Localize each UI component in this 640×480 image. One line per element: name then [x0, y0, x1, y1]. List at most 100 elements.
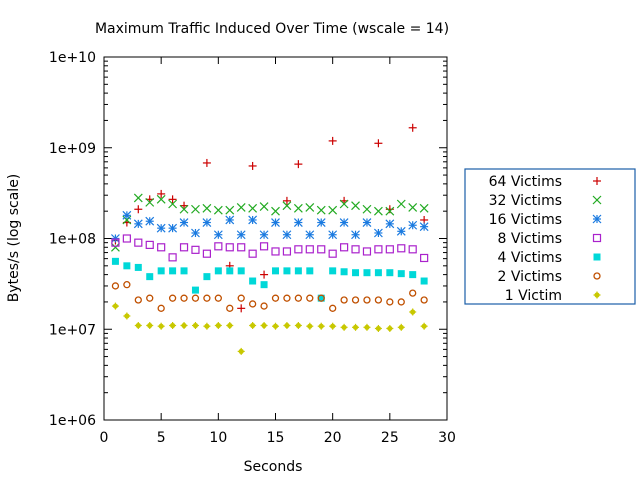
data-point — [180, 321, 188, 329]
data-point — [294, 267, 302, 275]
legend-marker — [593, 177, 601, 185]
y-tick-label: 1e+06 — [49, 413, 96, 429]
marker-stroke — [408, 203, 418, 212]
data-point — [157, 304, 165, 312]
data-point — [420, 215, 429, 224]
marker-stroke — [385, 206, 395, 216]
data-point — [179, 218, 189, 227]
data-point — [409, 308, 417, 316]
series-0 — [111, 123, 429, 313]
marker-stroke — [191, 204, 200, 214]
data-point — [351, 245, 360, 254]
marker-spikes — [352, 323, 360, 331]
data-point — [169, 321, 177, 329]
data-point — [373, 206, 383, 216]
data-point — [169, 267, 177, 275]
data-point — [329, 304, 337, 312]
marker-spikes — [329, 322, 337, 330]
data-point — [420, 253, 429, 263]
data-point — [111, 257, 119, 265]
data-point — [294, 321, 302, 329]
marker-stroke — [396, 226, 406, 236]
marker-stroke — [328, 205, 338, 215]
data-point — [305, 230, 315, 240]
data-point — [249, 277, 257, 285]
data-point — [373, 228, 383, 238]
data-point — [226, 321, 234, 329]
data-point — [179, 204, 189, 214]
data-point — [248, 300, 257, 308]
data-point — [363, 269, 371, 277]
marker-spikes — [317, 322, 325, 330]
data-point — [122, 234, 131, 243]
data-point — [352, 269, 360, 277]
data-point — [386, 324, 394, 332]
data-point — [237, 267, 245, 275]
marker-stroke — [373, 228, 383, 238]
data-point — [293, 218, 303, 227]
data-point — [282, 201, 292, 211]
marker-spikes — [157, 322, 165, 330]
marker-stroke — [111, 242, 120, 252]
legend-label: 8 Victims — [497, 231, 562, 247]
marker-stroke — [396, 199, 406, 209]
data-point — [282, 247, 292, 256]
data-point — [156, 194, 166, 204]
data-point — [340, 243, 349, 252]
marker-stroke — [592, 195, 602, 205]
marker-stroke — [179, 218, 189, 227]
data-point — [225, 205, 235, 215]
marker-spikes — [146, 321, 154, 329]
data-point — [396, 226, 406, 236]
data-point — [305, 245, 314, 254]
data-point — [156, 223, 166, 233]
marker-stroke — [145, 197, 155, 207]
marker-stroke — [305, 203, 315, 212]
series-4 — [111, 257, 428, 302]
marker-spikes — [123, 312, 131, 320]
data-point — [283, 294, 291, 302]
data-point — [226, 267, 234, 275]
data-point — [397, 270, 405, 278]
marker-spikes — [214, 321, 222, 329]
data-point — [419, 222, 429, 232]
marker-stroke — [145, 216, 155, 226]
data-point — [145, 197, 155, 207]
series-3 — [111, 234, 429, 263]
data-point — [271, 206, 280, 216]
marker-stroke — [202, 218, 212, 227]
data-point — [111, 242, 120, 252]
data-point — [294, 294, 303, 302]
marker-stroke — [133, 193, 143, 203]
marker-stroke — [236, 203, 246, 212]
series-1 — [111, 193, 429, 252]
data-point — [397, 298, 405, 306]
series-6 — [111, 302, 428, 355]
data-point — [157, 243, 166, 252]
data-point — [271, 218, 280, 227]
data-point — [317, 245, 326, 254]
x-tick-label: 0 — [100, 430, 109, 446]
data-point — [157, 189, 166, 198]
legend-label: 1 Victim — [505, 288, 562, 304]
data-point — [374, 139, 383, 148]
data-point — [362, 204, 372, 214]
data-point — [236, 203, 246, 212]
data-point — [282, 196, 291, 205]
data-point — [351, 201, 360, 211]
data-point — [328, 205, 338, 215]
marker-stroke — [191, 228, 200, 238]
marker-stroke — [225, 215, 235, 225]
data-point — [248, 249, 257, 258]
data-point — [272, 322, 279, 330]
data-point — [157, 267, 165, 275]
data-point — [374, 269, 382, 277]
data-point — [237, 294, 245, 302]
marker-stroke — [202, 203, 212, 213]
chart-title: Maximum Traffic Induced Over Time (wscal… — [95, 21, 449, 37]
marker-spikes — [386, 324, 394, 332]
marker-stroke — [156, 223, 166, 233]
data-point — [214, 267, 222, 275]
data-point — [111, 234, 120, 243]
marker-stroke — [111, 234, 120, 243]
